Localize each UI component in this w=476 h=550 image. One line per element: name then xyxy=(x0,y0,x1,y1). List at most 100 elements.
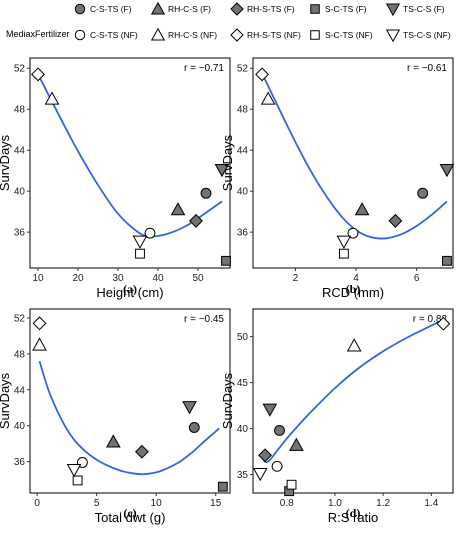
legend-label: S-C-TS (NF) xyxy=(325,30,373,40)
data-point xyxy=(32,316,47,331)
x-tick-label: 0.8 xyxy=(280,498,294,509)
data-point xyxy=(221,255,231,266)
panel-caption: (d) xyxy=(346,506,361,520)
data-point xyxy=(271,460,283,472)
y-tick-label: 44 xyxy=(14,385,26,396)
correlation-label: r = −0.45 xyxy=(184,314,224,325)
chart-panel: 36 40 44 48 52 2 4 6 RCD (mm) SurvDays r = −0.61 (b… xyxy=(220,57,455,300)
legend-marker-diamond xyxy=(230,2,244,16)
legend-entry: RH-S-TS (NF) xyxy=(230,28,301,42)
legend-marker-circle xyxy=(74,3,86,15)
data-point xyxy=(260,91,276,105)
x-tick-label: 1.4 xyxy=(424,498,438,509)
x-tick-label: 1.2 xyxy=(376,498,390,509)
data-point xyxy=(105,434,121,448)
data-point xyxy=(274,425,285,436)
y-axis-label: SurvDays xyxy=(0,372,12,429)
data-point xyxy=(32,337,47,351)
data-point xyxy=(255,67,270,82)
legend-entry: RH-S-TS (F) xyxy=(230,2,295,16)
legend: MediaxFertilizer C-S-TS (F) RH-C-S (F) RH-… xyxy=(6,1,451,43)
data-point xyxy=(262,403,278,417)
x-tick-label: 1.0 xyxy=(328,498,342,509)
x-tick-label: 10 xyxy=(151,498,163,509)
x-tick-label: 50 xyxy=(192,273,204,284)
data-point xyxy=(66,463,82,478)
legend-entry: C-S-TS (NF) xyxy=(74,29,138,41)
legend-marker-triangle-down xyxy=(385,29,401,43)
x-tick-label: 40 xyxy=(152,273,164,284)
y-tick-label: 36 xyxy=(14,228,26,239)
data-point xyxy=(439,163,455,178)
legend-title: MediaxFertilizer xyxy=(6,29,70,39)
legend-entry: RH-C-S (F) xyxy=(150,1,211,15)
data-point xyxy=(144,227,156,239)
data-point xyxy=(170,202,186,216)
x-tick-label: 4 xyxy=(353,273,359,284)
legend-label: C-S-TS (NF) xyxy=(90,30,138,40)
correlation-label: r = −0.61 xyxy=(407,63,447,74)
x-tick-label: 6 xyxy=(414,273,420,284)
data-point xyxy=(347,227,359,239)
x-axis-label: R:S ratio xyxy=(328,510,379,525)
data-point xyxy=(189,213,203,228)
legend-marker-triangle-up xyxy=(150,1,166,15)
legend-marker-triangle-up xyxy=(150,27,166,41)
y-tick-label: 40 xyxy=(237,187,249,198)
legend-label: RH-S-TS (NF) xyxy=(247,30,301,40)
data-point xyxy=(436,316,451,331)
x-tick-label: 5 xyxy=(94,498,100,509)
data-point xyxy=(354,202,370,216)
correlation-label: r = −0.71 xyxy=(184,63,224,74)
y-axis-label: SurvDays xyxy=(220,372,235,429)
legend-entry: C-S-TS (F) xyxy=(74,3,132,15)
y-tick-label: 52 xyxy=(237,64,249,75)
chart-panel: 36 40 44 48 52 0 5 10 15 Total dwt (g) SurvDays r =… xyxy=(0,308,231,525)
x-axis-label: RCD (mm) xyxy=(322,285,384,300)
legend-marker-square xyxy=(310,4,320,14)
legend-label: TS-C-S (F) xyxy=(403,4,445,14)
data-point xyxy=(31,67,45,82)
legend-label: RH-S-TS (F) xyxy=(247,4,295,14)
x-axis-label: Height (cm) xyxy=(96,285,163,300)
legend-marker-circle xyxy=(74,29,86,41)
y-tick-label: 48 xyxy=(14,349,26,360)
fit-curve xyxy=(38,360,220,476)
data-point xyxy=(338,248,349,259)
legend-label: RH-C-S (NF) xyxy=(168,30,217,40)
legend-label: TS-C-S (NF) xyxy=(403,30,451,40)
data-point xyxy=(336,235,352,249)
y-tick-label: 52 xyxy=(14,313,26,324)
x-tick-label: 10 xyxy=(32,273,44,284)
data-point xyxy=(217,481,228,492)
y-tick-label: 40 xyxy=(14,421,26,432)
data-point xyxy=(72,475,83,486)
legend-label: S-C-TS (F) xyxy=(325,4,367,14)
y-tick-label: 45 xyxy=(237,378,249,389)
data-point xyxy=(442,255,452,266)
y-tick-label: 44 xyxy=(237,146,249,157)
y-tick-label: 50 xyxy=(237,332,249,343)
y-tick-label: 48 xyxy=(14,105,26,116)
chart-panel: 35 40 45 50 0.8 1.0 1.2 1.4 R:S ratio SurvDays r =… xyxy=(220,308,454,525)
x-tick-label: 2 xyxy=(293,273,299,284)
legend-marker-triangle-down xyxy=(385,3,401,17)
y-tick-label: 40 xyxy=(237,424,249,435)
y-tick-label: 35 xyxy=(237,470,249,481)
data-point xyxy=(252,467,268,482)
y-tick-label: 36 xyxy=(237,228,249,239)
legend-entry: TS-C-S (NF) xyxy=(385,29,451,43)
plot-area xyxy=(252,308,454,494)
data-point xyxy=(289,437,304,451)
y-tick-label: 48 xyxy=(237,105,249,116)
x-tick-label: 15 xyxy=(210,498,222,509)
legend-items: C-S-TS (F) RH-C-S (F) RH-S-TS (F) S-C-TS (F… xyxy=(74,1,451,43)
chart-panel: 36 40 44 48 52 10 20 30 40 50 Height (cm) SurvDays r… xyxy=(0,57,231,300)
data-point xyxy=(258,448,272,463)
legend-entry: RH-C-S (NF) xyxy=(150,27,217,41)
legend-label: RH-C-S (F) xyxy=(168,4,211,14)
fit-curve xyxy=(259,319,444,464)
